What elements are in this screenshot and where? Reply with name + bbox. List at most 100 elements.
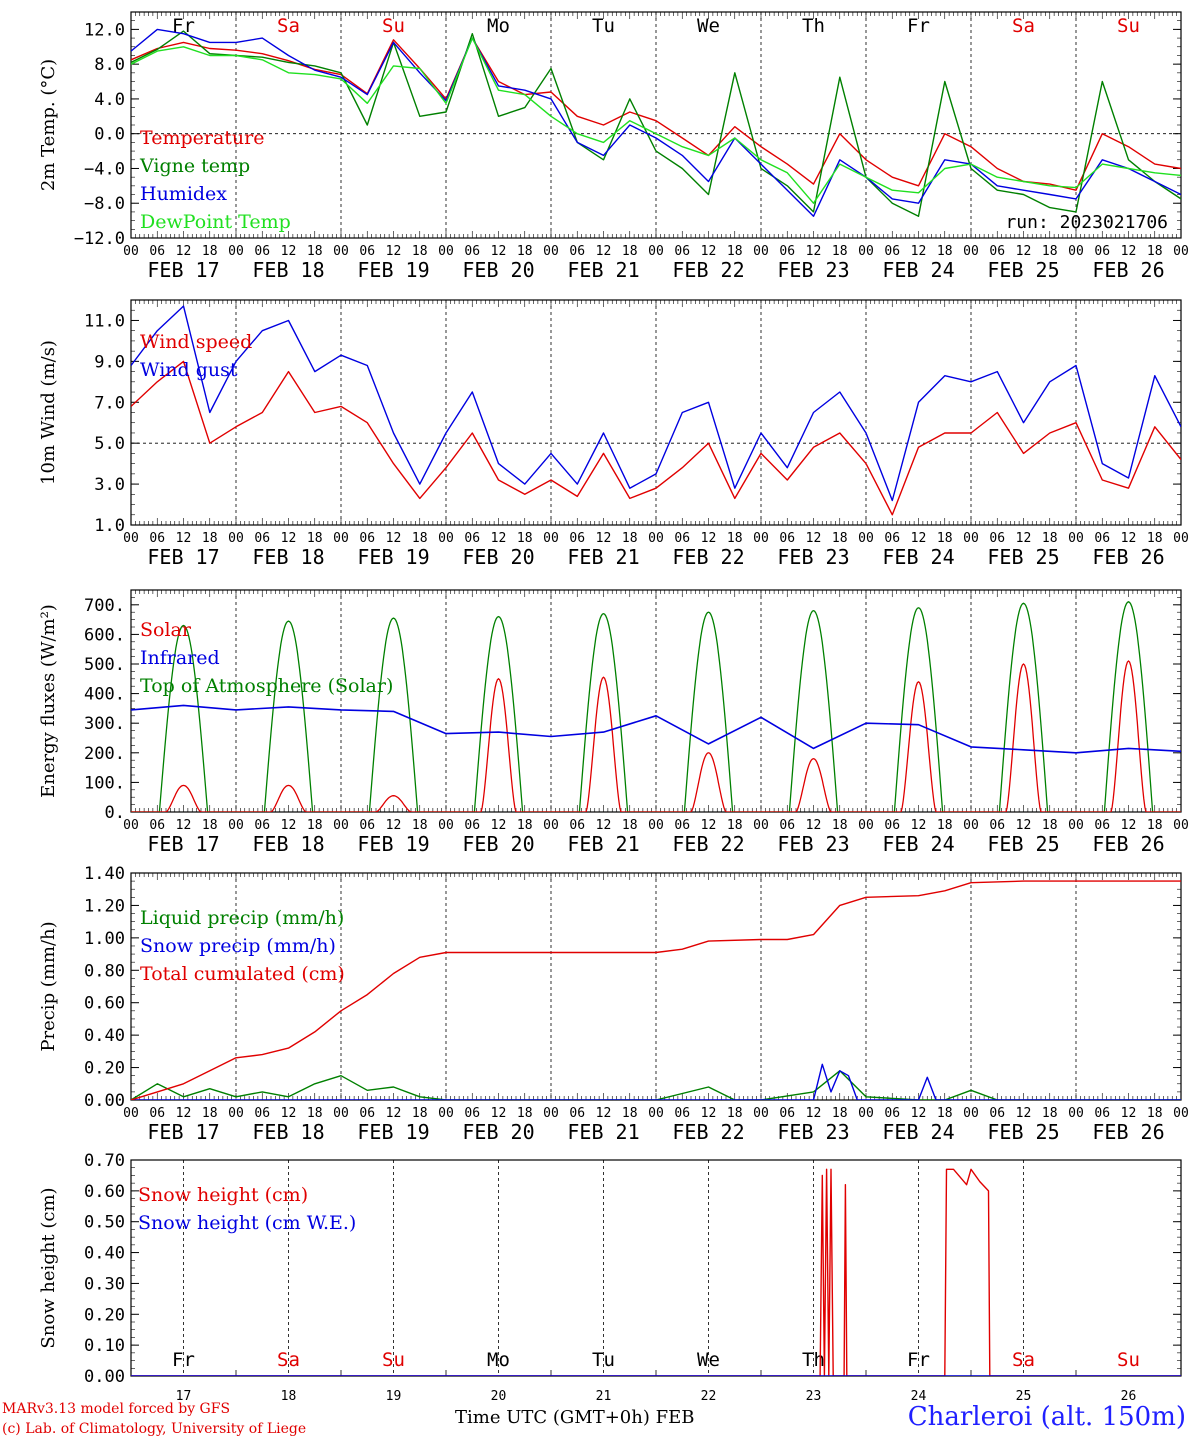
- hour-tick-label: 06: [989, 1106, 1005, 1121]
- hour-tick-label: 00: [1068, 1106, 1084, 1121]
- hour-tick-label: 12: [1121, 1106, 1137, 1121]
- legend-entry: Snow height (cm): [138, 1184, 308, 1206]
- series-line-4: [131, 37, 1181, 204]
- hour-tick-label: 06: [149, 531, 165, 546]
- hour-tick-label: 00: [543, 244, 559, 259]
- toa-solar-line: [131, 624, 236, 812]
- hour-tick-label: 06: [464, 1106, 480, 1121]
- hour-tick-label: 06: [149, 1106, 165, 1121]
- legend-entry: Solar: [140, 619, 192, 641]
- hour-tick-label: 00: [858, 818, 874, 833]
- hour-tick-label: 06: [569, 1106, 585, 1121]
- hour-tick-label: 12: [491, 244, 507, 259]
- y-axis-label: 2m Temp. (°C): [38, 59, 59, 191]
- weekday-label: Tu: [592, 1349, 615, 1371]
- hour-tick-label: 18: [1147, 531, 1163, 546]
- y-tick-label: 0.00: [84, 1091, 125, 1111]
- date-label: FEB 21: [567, 1120, 639, 1144]
- solar-line: [131, 784, 236, 812]
- hour-tick-label: 12: [701, 1106, 717, 1121]
- y-axis-label: Precip (mm/h): [38, 921, 59, 1051]
- date-label: FEB 22: [672, 832, 744, 856]
- date-label: FEB 17: [147, 258, 219, 282]
- hour-tick-label: 06: [149, 818, 165, 833]
- y-tick-label: 0.30: [84, 1274, 125, 1294]
- hour-tick-label: 06: [569, 244, 585, 259]
- legend-entry: Liquid precip (mm/h): [140, 907, 344, 929]
- hour-tick-label: 06: [359, 531, 375, 546]
- hour-tick-label: 12: [806, 1106, 822, 1121]
- hour-tick-label: 06: [254, 244, 270, 259]
- date-label: FEB 20: [462, 545, 534, 569]
- weekday-label: Mo: [487, 1349, 510, 1371]
- date-label: FEB 20: [462, 832, 534, 856]
- weekday-label: Fr: [907, 1349, 930, 1371]
- hour-tick-label: 18: [622, 818, 638, 833]
- hour-tick-label: 06: [569, 531, 585, 546]
- hour-tick-label: 06: [1094, 1106, 1110, 1121]
- y-tick-label: 400.: [84, 685, 125, 705]
- weekday-label: Th: [802, 1349, 825, 1371]
- date-label: FEB 17: [147, 1120, 219, 1144]
- hour-tick-label: 12: [911, 531, 927, 546]
- date-label: FEB 24: [882, 258, 954, 282]
- hour-tick-label: 00: [543, 531, 559, 546]
- series-group: [131, 880, 1181, 1100]
- hour-tick-label: 06: [1094, 818, 1110, 833]
- plot-frame: [130, 299, 1182, 526]
- hour-tick-label: 18: [622, 1106, 638, 1121]
- toa-solar-line: [446, 615, 551, 812]
- hour-tick-label: 18: [937, 244, 953, 259]
- date-label: FEB 21: [567, 258, 639, 282]
- date-label: FEB 18: [252, 832, 324, 856]
- hour-tick-label: 12: [1121, 244, 1137, 259]
- weekday-label: Mo: [487, 15, 510, 37]
- y-tick-label: 500.: [84, 655, 125, 675]
- hour-tick-label: 00: [963, 244, 979, 259]
- hour-tick-label: 18: [517, 531, 533, 546]
- date-label: FEB 23: [777, 258, 849, 282]
- y-tick-label: 5.0: [94, 434, 125, 454]
- hour-tick-label: 00: [543, 1106, 559, 1121]
- hour-tick-label: 12: [281, 1106, 297, 1121]
- hour-tick-label: 00: [438, 531, 454, 546]
- y-tick-label: 0.: [105, 803, 125, 823]
- legend-entry: Top of Atmosphere (Solar): [140, 675, 393, 697]
- y-tick-label: 600.: [84, 625, 125, 645]
- weekday-label: We: [697, 15, 720, 37]
- date-label: FEB 18: [252, 258, 324, 282]
- hour-tick-label: 00: [438, 244, 454, 259]
- solar-line: [1076, 660, 1181, 812]
- hour-tick-label: 12: [1016, 1106, 1032, 1121]
- hour-tick-label: 12: [1016, 244, 1032, 259]
- day-number-label: 21: [596, 1389, 612, 1400]
- hour-tick-label: 06: [149, 244, 165, 259]
- y-tick-label: 0.40: [84, 1244, 125, 1264]
- model-credit: MARv3.13 model forced by GFS: [2, 1401, 231, 1417]
- legend-entry: Total cumulated (cm): [140, 963, 345, 985]
- hour-tick-label: 00: [858, 244, 874, 259]
- hour-tick-label: 06: [254, 531, 270, 546]
- hour-tick-label: 06: [989, 818, 1005, 833]
- day-number-label: 18: [281, 1389, 297, 1400]
- day-number-label: 17: [176, 1389, 192, 1400]
- hour-tick-label: 12: [701, 244, 717, 259]
- toa-solar-line: [656, 611, 761, 812]
- hour-tick-label: 00: [648, 1106, 664, 1121]
- hour-tick-label: 12: [491, 1106, 507, 1121]
- hour-tick-label: 00: [123, 818, 139, 833]
- y-tick-label: 0.60: [84, 994, 125, 1014]
- y-tick-label: 0.20: [84, 1059, 125, 1079]
- hour-tick-label: 12: [596, 1106, 612, 1121]
- hour-tick-label: 18: [307, 818, 323, 833]
- hour-tick-label: 12: [491, 818, 507, 833]
- weekday-label: We: [697, 1349, 720, 1371]
- legend-entry: Infrared: [140, 647, 220, 669]
- weekday-label: Fr: [907, 15, 930, 37]
- date-label: FEB 19: [357, 832, 429, 856]
- hour-tick-label: 18: [832, 1106, 848, 1121]
- hour-tick-label: 06: [779, 1106, 795, 1121]
- date-label: FEB 19: [357, 258, 429, 282]
- hour-tick-label: 18: [622, 244, 638, 259]
- hour-tick-label: 12: [1121, 818, 1137, 833]
